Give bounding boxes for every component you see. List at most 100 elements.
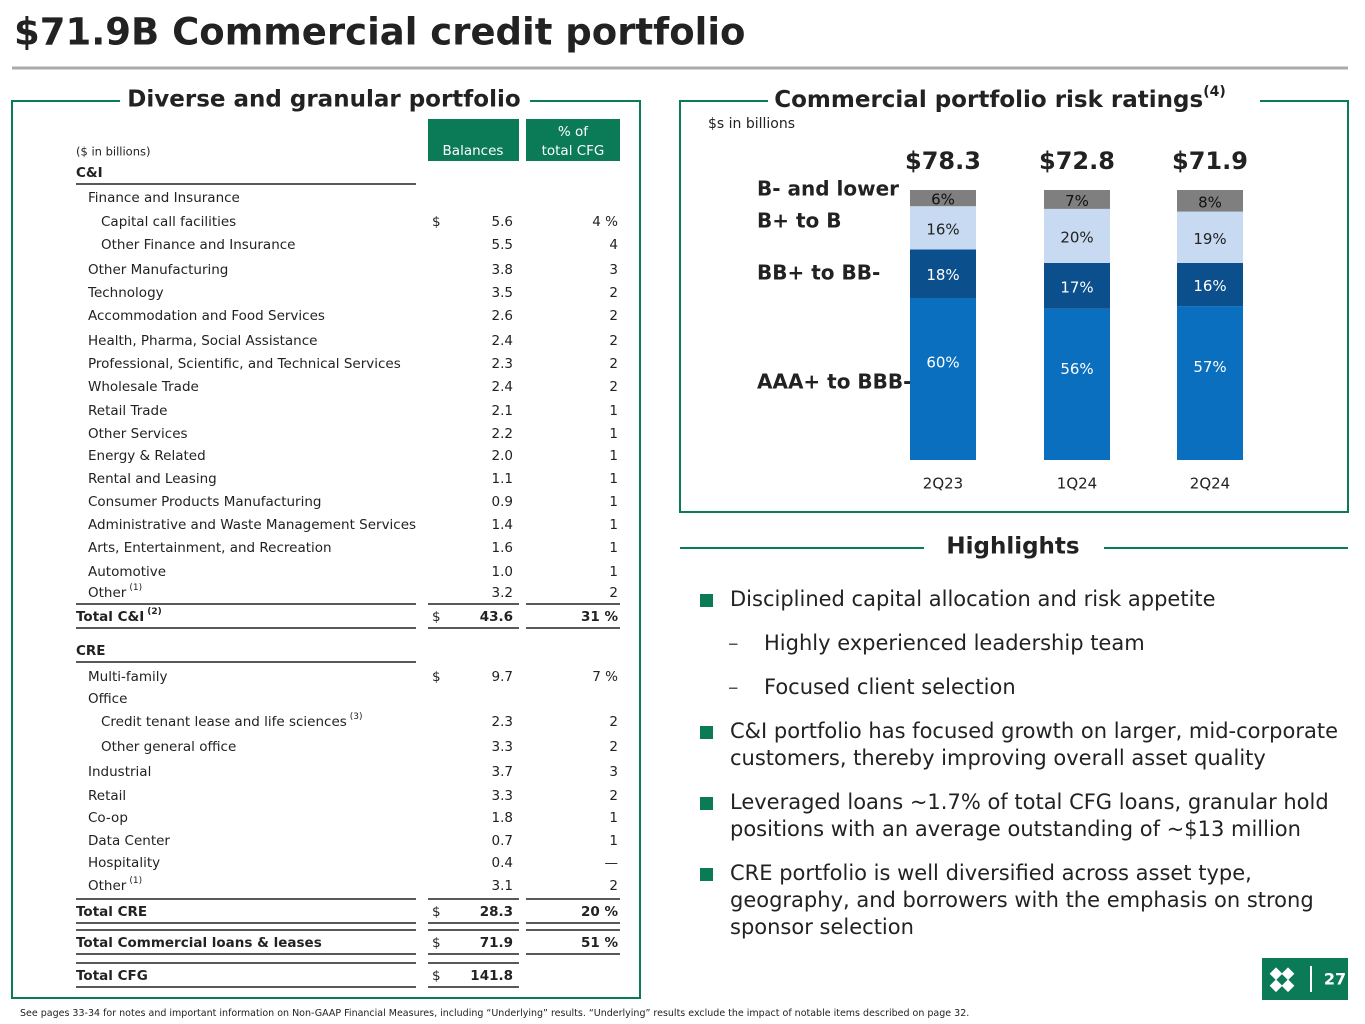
bar-segment bbox=[910, 298, 976, 460]
row-label: Multi-family bbox=[88, 669, 168, 685]
legend-label: BB+ to BB- bbox=[757, 261, 880, 285]
row-label: Wholesale Trade bbox=[88, 379, 199, 395]
panel-gap bbox=[120, 88, 530, 114]
dollar-sign: $ bbox=[432, 609, 441, 625]
bar-segment bbox=[1177, 190, 1243, 212]
segment-label: 57% bbox=[1193, 358, 1226, 376]
segment-label: 6% bbox=[931, 191, 955, 209]
row-label: Industrial bbox=[88, 764, 151, 780]
bar-segment bbox=[1044, 308, 1110, 460]
legend-label: B+ to B bbox=[757, 209, 841, 233]
row-label-text: Energy & Related bbox=[88, 448, 206, 464]
pct: 1 bbox=[609, 471, 618, 487]
bar-segment bbox=[910, 190, 976, 207]
row-label-text: Retail bbox=[88, 788, 126, 804]
row-label-text: Automotive bbox=[88, 564, 166, 580]
bar-segment bbox=[910, 249, 976, 298]
balance: 3.1 bbox=[492, 878, 513, 894]
row-label-text: Technology bbox=[87, 285, 164, 301]
col-header: % of bbox=[558, 124, 589, 140]
segment-label: 17% bbox=[1060, 278, 1093, 296]
header-cell bbox=[428, 119, 519, 161]
balance: 28.3 bbox=[480, 904, 513, 920]
bar-segment bbox=[910, 206, 976, 250]
row-label: Consumer Products Manufacturing bbox=[88, 494, 321, 510]
bar-segment bbox=[1177, 306, 1243, 460]
balance: 3.8 bbox=[492, 262, 513, 278]
row-label-text: Total CRE bbox=[76, 904, 147, 920]
balance: 3.5 bbox=[492, 285, 513, 301]
segment-label: 19% bbox=[1193, 230, 1226, 248]
pct: 2 bbox=[609, 333, 618, 349]
pct: 1 bbox=[609, 426, 618, 442]
pct: — bbox=[605, 855, 619, 871]
row-label: Administrative and Waste Management Serv… bbox=[88, 517, 416, 533]
balance: 2.2 bbox=[492, 426, 513, 442]
row-label-text: Retail Trade bbox=[88, 403, 167, 419]
row-label: Total Commercial loans & leases bbox=[76, 935, 322, 951]
col-header: total CFG bbox=[542, 143, 605, 159]
pct: 2 bbox=[609, 878, 618, 894]
row-label: Rental and Leasing bbox=[88, 471, 217, 487]
pct: 20 % bbox=[581, 904, 618, 920]
highlight-item: Disciplined capital allocation and risk … bbox=[700, 586, 1340, 613]
row-label-sup: (1) bbox=[129, 876, 142, 886]
balance: 2.6 bbox=[492, 308, 513, 324]
bar-segment bbox=[1177, 262, 1243, 307]
balance: 2.0 bbox=[492, 448, 513, 464]
row-label: Total C&I (2) bbox=[76, 607, 162, 626]
legend-label: AAA+ to BBB- bbox=[757, 370, 911, 394]
balance: 3.3 bbox=[492, 739, 513, 755]
chart-subtitle: $s in billions bbox=[708, 116, 795, 132]
row-label-sup: (1) bbox=[129, 583, 142, 593]
pct: 1 bbox=[609, 540, 618, 556]
pct: 7 % bbox=[592, 669, 618, 685]
chart-heading: Commercial portfolio risk ratings(4) bbox=[774, 84, 1226, 113]
bullet bbox=[700, 797, 713, 810]
row-label: Data Center bbox=[88, 833, 170, 849]
row-label-text: Consumer Products Manufacturing bbox=[88, 494, 321, 510]
row-label-text: Other bbox=[88, 878, 127, 894]
row-label-text: Wholesale Trade bbox=[88, 379, 199, 395]
balance: 1.4 bbox=[492, 517, 513, 533]
row-label-text: Multi-family bbox=[88, 669, 168, 685]
row-label: Other Manufacturing bbox=[88, 262, 228, 278]
row-label-text: Finance and Insurance bbox=[88, 190, 240, 206]
segment-label: 16% bbox=[1193, 277, 1226, 295]
row-label-text: C&I bbox=[76, 165, 103, 181]
row-label-text: Office bbox=[88, 691, 127, 707]
row-label-text: Total C&I bbox=[76, 609, 144, 625]
row-label-text: Other Manufacturing bbox=[88, 262, 228, 278]
row-label: Other general office bbox=[101, 739, 236, 755]
bar-total: $71.9 bbox=[1172, 147, 1248, 175]
row-label-text: Data Center bbox=[88, 833, 170, 849]
segment-label: 56% bbox=[1060, 360, 1093, 378]
row-label: Retail Trade bbox=[88, 403, 167, 419]
highlight-item: Leveraged loans ~1.7% of total CFG loans… bbox=[700, 789, 1340, 843]
x-tick-label: 2Q23 bbox=[923, 475, 963, 493]
pct: 2 bbox=[609, 585, 618, 601]
unit-note: ($ in billions) bbox=[76, 145, 150, 159]
x-tick-label: 2Q24 bbox=[1190, 475, 1230, 493]
pct: 2 bbox=[609, 739, 618, 755]
dollar-sign: $ bbox=[432, 214, 441, 230]
bullet bbox=[700, 594, 713, 607]
balance: 9.7 bbox=[492, 669, 513, 685]
row-label: Automotive bbox=[88, 564, 166, 580]
col-header: Balances bbox=[443, 143, 504, 159]
pct: 2 bbox=[609, 788, 618, 804]
bullet: – bbox=[728, 631, 739, 655]
balance: 5.5 bbox=[492, 237, 513, 253]
pct: 3 bbox=[609, 764, 618, 780]
row-label-text: Other Services bbox=[88, 426, 188, 442]
balance: 2.4 bbox=[492, 379, 513, 395]
page-title: $71.9B Commercial credit portfolio bbox=[14, 11, 745, 54]
row-label-text: Hospitality bbox=[88, 855, 160, 871]
dollar-sign: $ bbox=[432, 904, 441, 920]
highlights-heading: Highlights bbox=[946, 534, 1079, 560]
balance: 3.3 bbox=[492, 788, 513, 804]
row-label: Technology bbox=[87, 285, 164, 301]
bar-total: $78.3 bbox=[905, 147, 981, 175]
pct: 2 bbox=[609, 714, 618, 730]
